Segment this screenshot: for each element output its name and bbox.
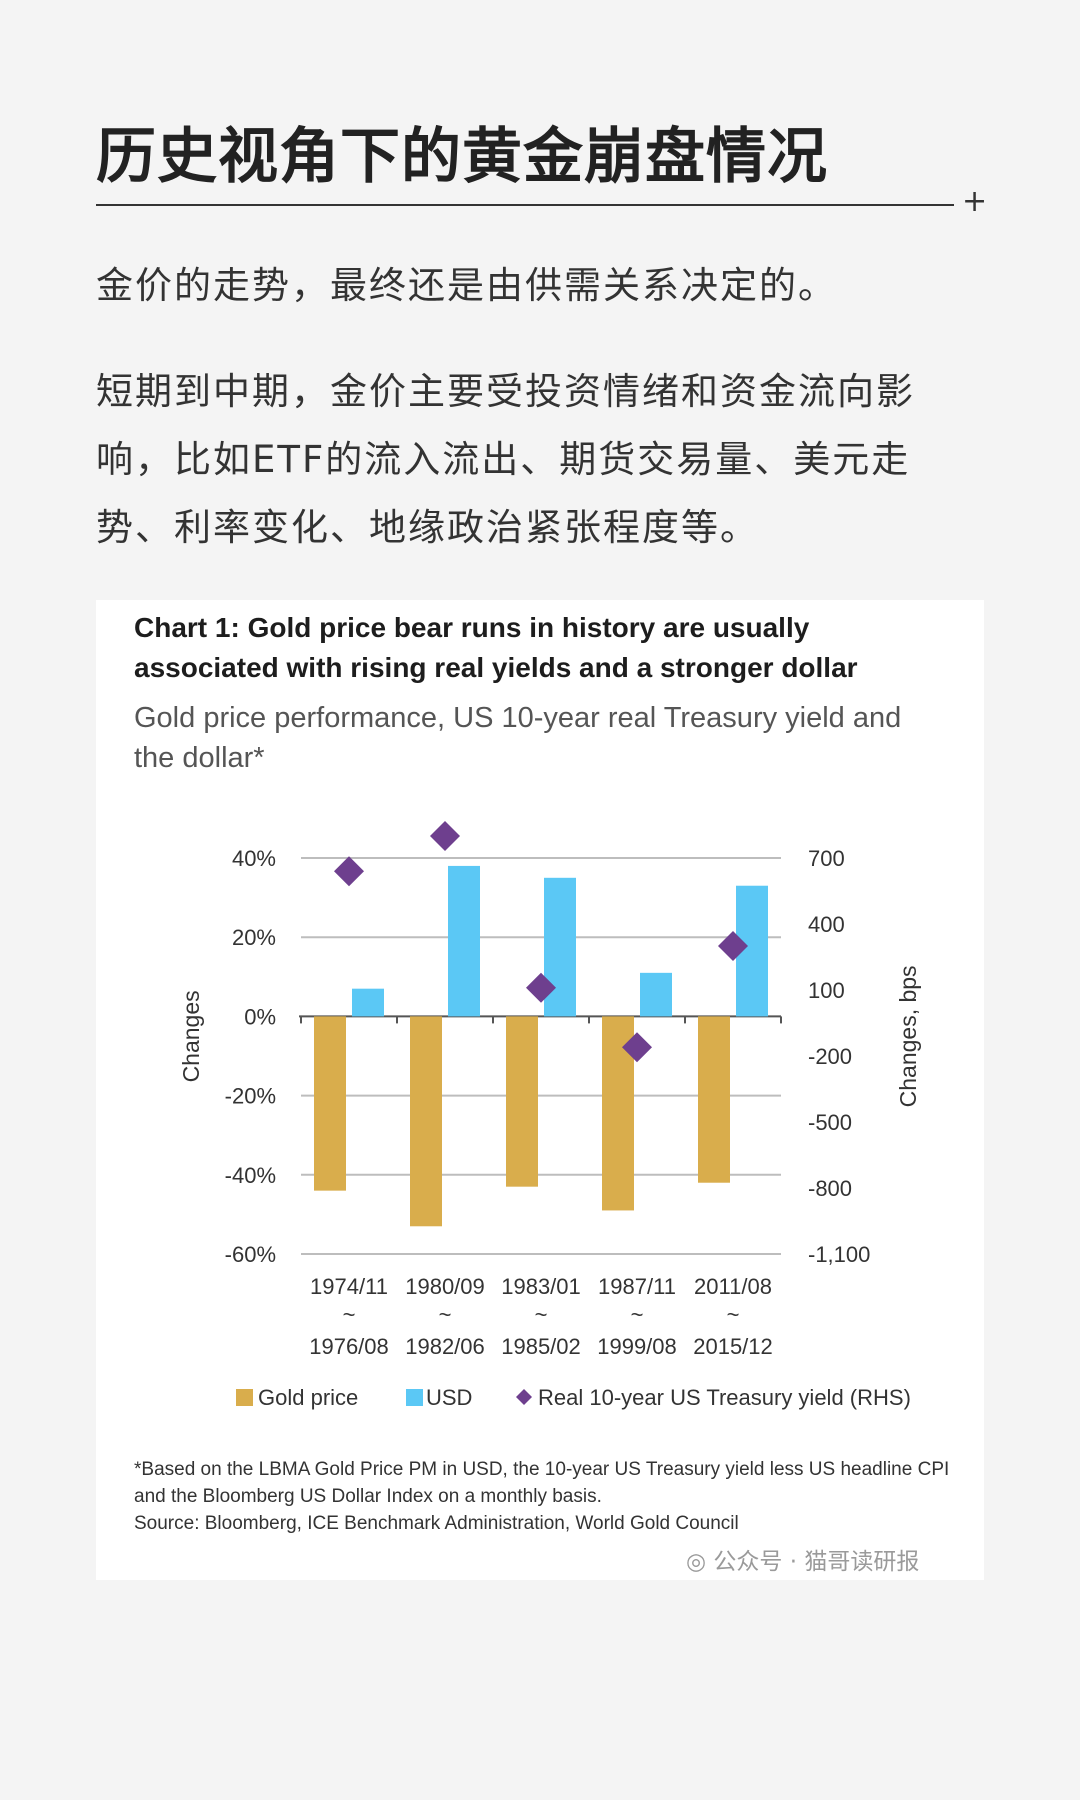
y2-tick-label: -200 <box>808 1044 852 1069</box>
legend-gold-label: Gold price <box>258 1385 358 1410</box>
x-tick-label: 1982/06 <box>405 1334 485 1359</box>
paragraph-1: 金价的走势，最终还是由供需关系决定的。 <box>96 264 837 307</box>
legend-yield-marker <box>516 1389 532 1405</box>
chart-plot: 40% 20% 0% -20% -40% -60% 700 400 100 -200 -500 -80… <box>178 821 921 1410</box>
y-tick-label: 20% <box>232 925 276 950</box>
yield-marker <box>334 856 364 887</box>
y2-axis-title: Changes, bps <box>895 965 921 1107</box>
x-tick-label: 1980/09 <box>405 1274 485 1299</box>
usd-bar <box>448 865 480 1017</box>
legend-yield-label: Real 10-year US Treasury yield (RHS) <box>538 1385 911 1410</box>
usd-bar <box>640 972 672 1017</box>
chart-title: Chart 1: Gold price bear runs in history… <box>134 612 858 683</box>
yield-marker <box>718 931 748 961</box>
x-tick-label: 1999/08 <box>597 1334 677 1359</box>
chart-footnote: *Based on the LBMA Gold Price PM in USD,… <box>134 1456 954 1537</box>
paragraph-2: 短期到中期，金价主要受投资情绪和资金流向影响，比如ETF的流入流出、期货交易量、… <box>96 370 915 549</box>
x-tick-label: 1983/01 <box>501 1274 581 1299</box>
plus-icon: + <box>962 184 988 219</box>
gold-bar <box>410 1016 442 1227</box>
y-tick-label: -60% <box>225 1242 276 1267</box>
y2-tick-label: -800 <box>808 1176 852 1201</box>
x-tick-label: ~ <box>631 1302 644 1327</box>
watermark-text: 公众号 · 猫哥读研报 <box>713 1549 920 1575</box>
x-tick-label: ~ <box>343 1302 356 1327</box>
x-tick-label: 1974/11 <box>310 1274 388 1299</box>
yield-marker <box>622 1032 652 1063</box>
yield-marker <box>526 972 556 1003</box>
y2-tick-label: 700 <box>808 846 845 871</box>
y-tick-label: 0% <box>244 1004 276 1029</box>
usd-bar <box>352 988 384 1017</box>
legend-usd-label: USD <box>426 1385 472 1410</box>
yield-marker <box>430 821 460 851</box>
x-tick-label: 1987/11 <box>598 1274 676 1299</box>
y2-tick-label: 100 <box>808 978 845 1003</box>
gold-bar <box>506 1016 538 1187</box>
y-tick-label: -40% <box>225 1163 276 1188</box>
usd-bar <box>544 877 576 1017</box>
gold-bar <box>698 1016 730 1183</box>
x-tick-label: 1976/08 <box>309 1334 389 1359</box>
chart-subtitle: Gold price performance, US 10-year real … <box>134 702 902 774</box>
y2-tick-label: -500 <box>808 1110 852 1135</box>
y-axis-title: Changes <box>178 990 204 1082</box>
x-tick-label: 1985/02 <box>501 1334 581 1359</box>
x-tick-label: 2011/08 <box>694 1274 772 1299</box>
legend-gold-swatch <box>236 1389 253 1406</box>
chart-card: Chart 1: Gold price bear runs in history… <box>96 600 984 1580</box>
footnote-basis: *Based on the LBMA Gold Price PM in USD,… <box>134 1459 950 1507</box>
x-tick-label: ~ <box>727 1302 740 1327</box>
x-tick-label: ~ <box>535 1302 548 1327</box>
y2-tick-label: -1,100 <box>808 1242 870 1267</box>
title-divider <box>96 204 954 206</box>
wechat-icon: ◎ <box>686 1549 707 1575</box>
y-tick-label: 40% <box>232 846 276 871</box>
page-title: 历史视角下的黄金崩盘情况 <box>96 122 828 192</box>
watermark: ◎ 公众号 · 猫哥读研报 <box>686 1542 919 1576</box>
legend-usd-swatch <box>406 1389 423 1406</box>
y-tick-label: -20% <box>225 1084 276 1109</box>
x-tick-label: ~ <box>439 1302 452 1327</box>
footnote-source: Source: Bloomberg, ICE Benchmark Adminis… <box>134 1513 739 1534</box>
gold-bar <box>314 1016 346 1191</box>
x-tick-label: 2015/12 <box>693 1334 773 1359</box>
y2-tick-label: 400 <box>808 912 845 937</box>
